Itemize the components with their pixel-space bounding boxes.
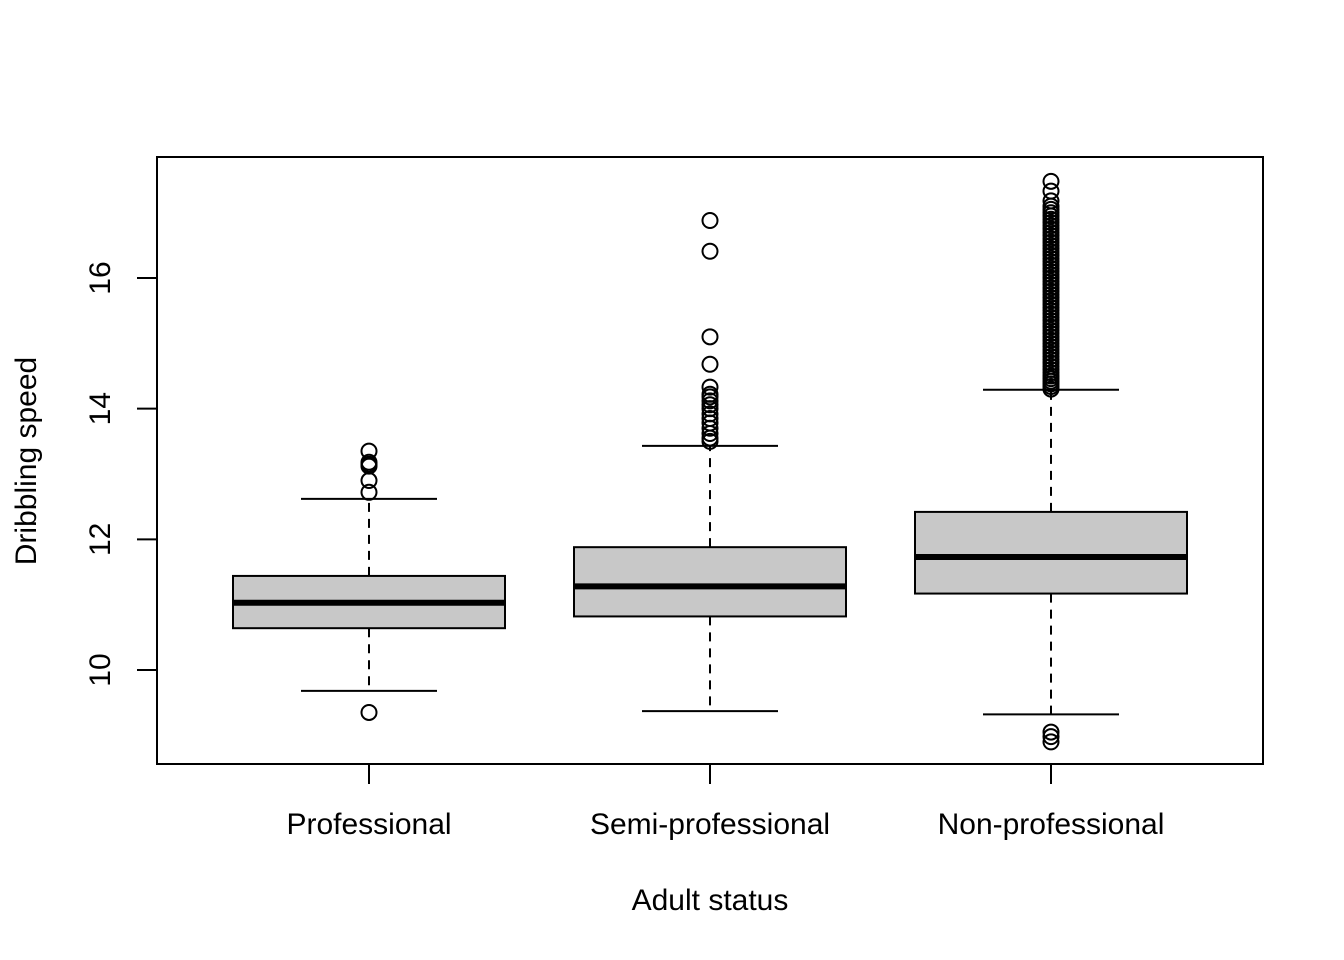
outlier-point-semi-professional <box>701 385 719 403</box>
box-semi-professional <box>573 546 847 618</box>
outlier-point-non-professional <box>1042 182 1060 200</box>
y-tick-label-16: 16 <box>84 261 117 294</box>
outlier-point-non-professional <box>1042 733 1060 751</box>
outlier-point-non-professional <box>1042 172 1060 190</box>
x-tick-label-semi-professional: Semi-professional <box>590 808 830 841</box>
x-axis-label: Adult status <box>632 884 789 917</box>
outlier-point-semi-professional <box>701 409 719 427</box>
x-tick-label-professional: Professional <box>286 808 451 841</box>
outlier-point-non-professional <box>1042 192 1060 210</box>
outlier-point-semi-professional <box>701 212 719 230</box>
outlier-point-semi-professional <box>701 405 719 423</box>
outlier-point-professional <box>360 703 378 721</box>
y-axis-label: Dribbling speed <box>10 357 43 565</box>
y-tick-label-14: 14 <box>84 392 117 425</box>
y-tick-label-12: 12 <box>84 523 117 556</box>
y-tick-label-10: 10 <box>84 653 117 686</box>
axis-layer: Professional Semi-professional Non-profess… <box>84 261 1164 841</box>
box-non-professional <box>914 510 1188 595</box>
outlier-point-non-professional <box>1042 723 1060 741</box>
outlier-point-semi-professional <box>701 355 719 373</box>
outlier-point-semi-professional <box>701 378 719 396</box>
outlier-point-professional <box>360 453 378 471</box>
x-tick-label-non-professional: Non-professional <box>938 808 1165 841</box>
outlier-point-professional <box>360 442 378 460</box>
outlier-point-semi-professional <box>701 328 719 346</box>
outlier-point-semi-professional <box>701 242 719 260</box>
plot-layer <box>232 172 1188 751</box>
outlier-point-professional <box>360 483 378 501</box>
outlier-point-non-professional <box>1042 728 1060 746</box>
